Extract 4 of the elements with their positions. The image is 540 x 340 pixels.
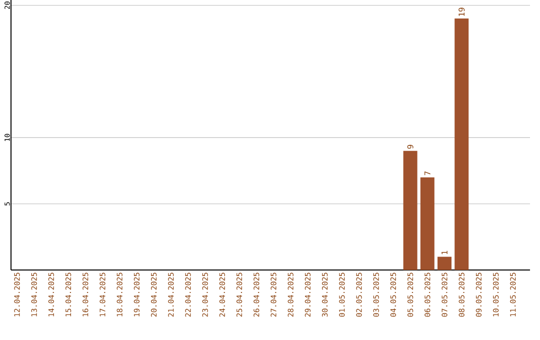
bar: [438, 256, 452, 270]
bar: [403, 150, 418, 270]
bar: [420, 177, 434, 270]
bar: [454, 18, 469, 270]
